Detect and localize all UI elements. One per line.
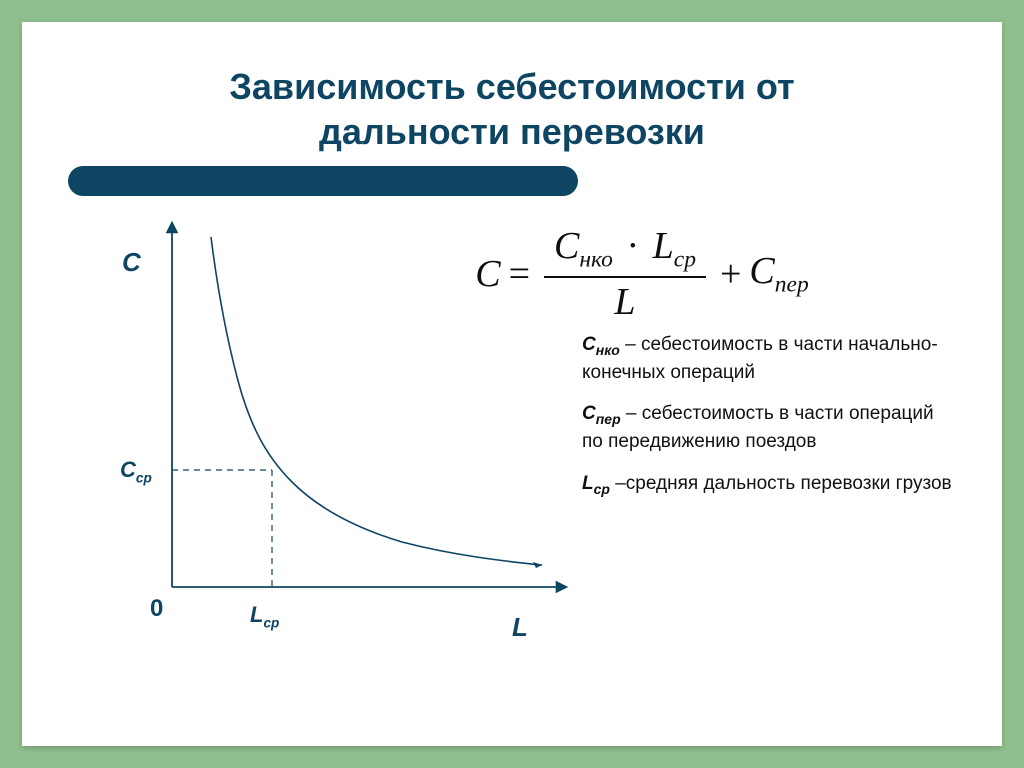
numerator: Cнко · Lср bbox=[544, 222, 706, 276]
slide-title: Зависимость себестоимости от дальности п… bbox=[132, 64, 892, 154]
title-underline-pill bbox=[68, 166, 578, 196]
legend-item-cper: Cпер – себестоимость в части операций по… bbox=[582, 401, 952, 454]
denominator: L bbox=[604, 278, 645, 326]
fraction: Cнко · Lср L bbox=[544, 222, 706, 326]
plus-sign: + bbox=[720, 252, 741, 296]
slide: Зависимость себестоимости от дальности п… bbox=[22, 22, 1002, 746]
legend: Cнко – себестоимость в части начально-ко… bbox=[582, 332, 952, 514]
equals-sign: = bbox=[509, 252, 530, 296]
x-tick-label: Lср bbox=[250, 602, 279, 630]
formula-rhs: Cпер bbox=[749, 249, 808, 299]
formula: C = Cнко · Lср L + Cпер bbox=[402, 222, 882, 326]
y-tick-label: Cср bbox=[120, 457, 152, 485]
formula-lhs: C bbox=[475, 252, 500, 296]
origin-label: 0 bbox=[150, 595, 163, 623]
legend-item-lcp: Lср –средняя дальность перевозки грузов bbox=[582, 471, 952, 499]
x-axis-label: L bbox=[512, 612, 528, 643]
legend-item-cnko: Cнко – себестоимость в части начально-ко… bbox=[582, 332, 952, 385]
y-axis-label: C bbox=[122, 247, 141, 278]
